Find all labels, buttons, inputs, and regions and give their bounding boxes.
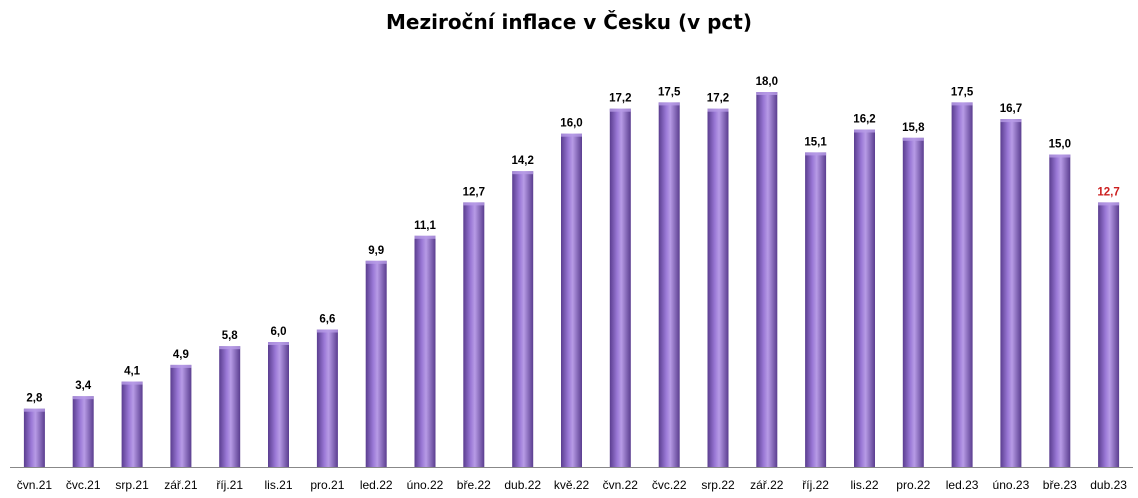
bar-16	[756, 92, 778, 467]
bar-19	[902, 137, 924, 468]
x-tick-label-17: říj.22	[802, 478, 829, 492]
bar-cap-18	[854, 129, 875, 133]
bar-cap-15	[707, 108, 729, 112]
x-tick-label-1: čvn.21	[17, 478, 53, 492]
x-tick-label-6: lis.21	[264, 478, 292, 492]
bar-5	[219, 346, 241, 467]
x-tick-label-2: čvc.21	[66, 478, 101, 492]
data-label-16: 18,0	[756, 76, 778, 88]
x-tick-labels-group: čvn.21 čvc.21 srp.21 zář.21 říj.21 lis.21 pro.…	[17, 478, 1128, 492]
x-tick-label-20: led.23	[946, 478, 979, 492]
x-tick-label-5: říj.21	[216, 478, 243, 492]
bar-17	[805, 152, 827, 467]
bar-18	[854, 129, 875, 467]
bar-7	[316, 329, 338, 467]
x-tick-label-4: zář.21	[164, 478, 198, 492]
data-label-18: 16,2	[853, 114, 875, 126]
data-label-8: 9,9	[368, 245, 384, 257]
bar-4	[170, 364, 192, 467]
data-label-5: 5,8	[222, 330, 239, 342]
x-tick-label-22: bře.23	[1043, 478, 1077, 492]
bar-cap-1	[23, 408, 45, 412]
data-label-17: 15,1	[804, 136, 827, 148]
bar-14	[658, 102, 680, 468]
data-label-12: 16,0	[560, 118, 582, 130]
x-tick-label-15: srp.22	[701, 478, 735, 492]
bar-cap-12	[561, 133, 582, 137]
bar-cap-17	[805, 152, 827, 156]
x-tick-label-13: čvn.22	[603, 478, 639, 492]
x-tick-label-9: úno.22	[407, 478, 444, 492]
x-tick-label-14: čvc.22	[652, 478, 687, 492]
bar-20	[951, 102, 973, 468]
bar-cap-7	[316, 329, 338, 333]
bar-cap-23	[1098, 202, 1120, 206]
bars-group	[23, 92, 1120, 468]
x-tick-label-18: lis.22	[850, 478, 878, 492]
bar-22	[1049, 154, 1071, 467]
x-tick-label-21: úno.23	[993, 478, 1030, 492]
bar-cap-11	[512, 171, 534, 175]
data-label-11: 14,2	[512, 155, 534, 167]
bar-1	[23, 408, 45, 467]
data-label-7: 6,6	[319, 314, 335, 326]
bar-cap-8	[365, 260, 387, 264]
chart-title: Meziroční inflace v Česku (v pct)	[386, 10, 752, 34]
bar-cap-10	[463, 202, 485, 206]
bar-12	[561, 133, 582, 467]
bar-10	[463, 202, 485, 467]
bar-cap-9	[414, 235, 436, 239]
x-tick-label-7: pro.21	[310, 478, 344, 492]
x-tick-label-23: dub.23	[1090, 478, 1127, 492]
bar-cap-19	[902, 137, 924, 141]
data-label-15: 17,2	[707, 93, 729, 105]
bar-2	[72, 396, 94, 467]
x-tick-label-3: srp.21	[115, 478, 149, 492]
data-label-10: 12,7	[463, 186, 485, 198]
data-label-1: 2,8	[26, 393, 43, 405]
bar-cap-21	[1000, 119, 1022, 123]
data-label-20: 17,5	[951, 86, 974, 98]
data-label-19: 15,8	[902, 122, 925, 134]
bar-cap-3	[121, 381, 143, 385]
bar-23	[1098, 202, 1120, 467]
bar-cap-13	[609, 108, 631, 112]
bar-8	[365, 260, 387, 467]
bar-21	[1000, 119, 1022, 467]
data-label-14: 17,5	[658, 86, 681, 98]
bar-3	[121, 381, 143, 467]
data-label-9: 11,1	[414, 220, 436, 232]
bar-11	[512, 171, 534, 467]
x-tick-label-11: dub.22	[504, 478, 541, 492]
data-label-21: 16,7	[1000, 103, 1022, 115]
bar-cap-2	[72, 396, 94, 400]
bar-cap-14	[658, 102, 680, 106]
data-label-4: 4,9	[173, 349, 189, 361]
data-label-13: 17,2	[609, 93, 631, 105]
bar-13	[609, 108, 631, 467]
bar-cap-16	[756, 92, 778, 95]
bar-cap-5	[219, 346, 241, 350]
bar-cap-20	[951, 102, 973, 106]
bar-9	[414, 235, 436, 467]
data-label-6: 6,0	[271, 326, 287, 338]
x-tick-label-16: zář.22	[750, 478, 784, 492]
bar-cap-6	[268, 342, 289, 345]
x-tick-label-8: led.22	[360, 478, 393, 492]
data-label-22: 15,0	[1049, 139, 1071, 151]
data-label-3: 4,1	[124, 366, 141, 378]
bar-6	[268, 342, 289, 467]
data-label-2: 3,4	[75, 380, 92, 392]
x-tick-label-10: bře.22	[457, 478, 491, 492]
x-tick-label-19: pro.22	[896, 478, 930, 492]
data-labels-group: 2,8 3,4 4,1 4,9 5,8 6,0 6,6 9,9 11,1 12,7 14,2 16,0…	[26, 76, 1119, 405]
data-label-23: 12,7	[1097, 186, 1119, 198]
bar-15	[707, 108, 729, 467]
bar-cap-22	[1049, 154, 1071, 158]
x-tick-label-12: kvě.22	[554, 478, 590, 492]
bar-cap-4	[170, 364, 192, 368]
